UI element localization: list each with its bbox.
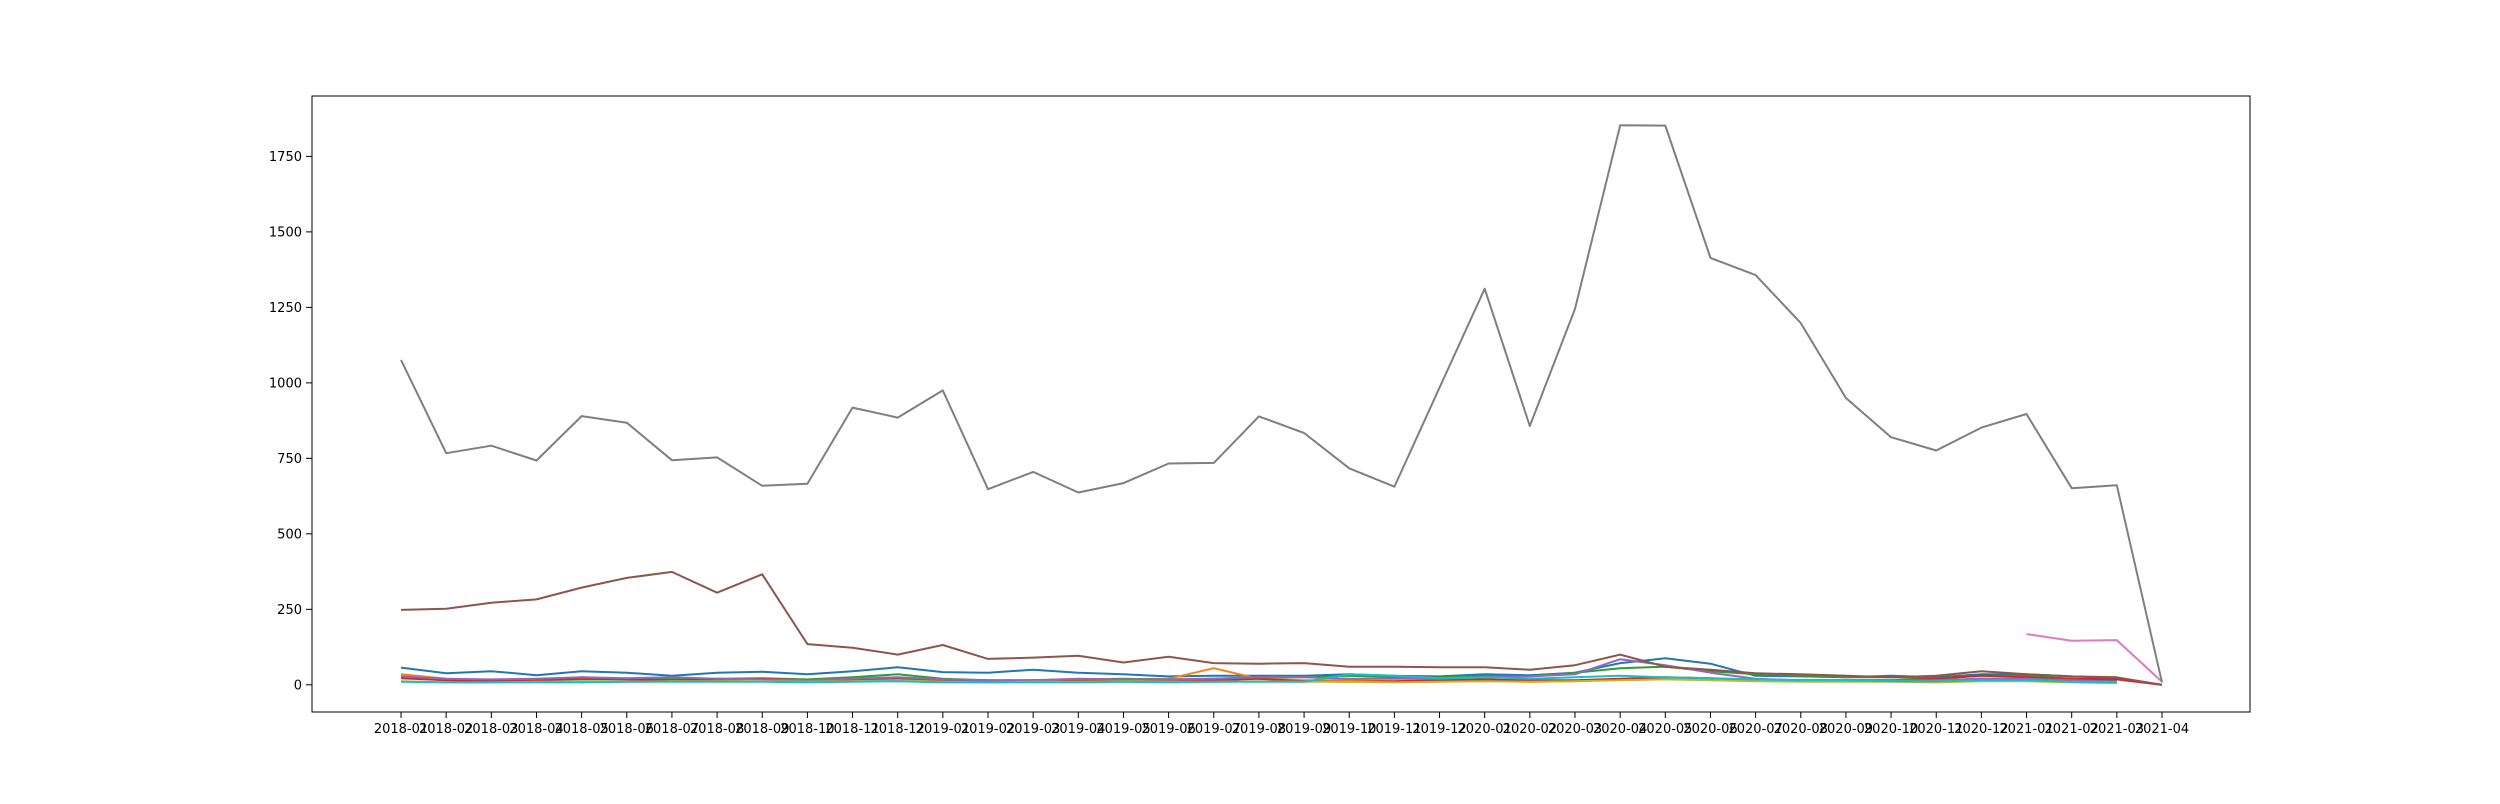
x-tick-label: 2019-07	[1187, 722, 1241, 737]
x-tick-label: 2020-10	[1864, 722, 1918, 737]
x-tick-label: 2019-06	[1141, 722, 1195, 737]
x-tick-label: 2020-05	[1638, 722, 1692, 737]
x-tick-label: 2018-10	[780, 722, 834, 737]
x-tick-label: 2020-09	[1819, 722, 1873, 737]
x-tick-label: 2020-03	[1548, 722, 1602, 737]
x-tick-label: 2019-10	[1322, 722, 1376, 737]
x-tick-label: 2018-02	[419, 722, 473, 737]
y-tick-label: 1750	[269, 150, 302, 165]
x-tick-label: 2018-11	[825, 722, 879, 737]
y-tick-label: 0	[294, 678, 302, 693]
x-tick-label: 2020-06	[1683, 722, 1737, 737]
plot-area	[312, 96, 2250, 712]
series-cyan-line	[400, 673, 2117, 684]
axis-layer: 0 250 500 750 1000 1250 1500 1750 2018-012018-02…	[269, 150, 2189, 737]
x-tick-label: 2021-02	[2045, 722, 2099, 737]
x-tick-label: 2020-04	[1593, 722, 1647, 737]
x-tick-label: 2018-04	[509, 722, 563, 737]
x-tick-label: 2021-04	[2135, 722, 2189, 737]
y-tick-label: 1500	[269, 225, 302, 240]
series-brown-line	[400, 570, 2163, 686]
x-tick-label: 2019-08	[1232, 722, 1286, 737]
x-tick-label: 2021-01	[1999, 722, 2053, 737]
x-tick-label: 2019-03	[1006, 722, 1060, 737]
x-tick-label: 2019-12	[1412, 722, 1466, 737]
series-gray-line	[400, 124, 2163, 683]
plot-frame	[311, 95, 2251, 713]
y-tick-label: 750	[277, 452, 302, 467]
x-tick-label: 2019-01	[916, 722, 970, 737]
series-pink-line	[2026, 633, 2163, 683]
x-tick-label: 2019-11	[1367, 722, 1421, 737]
x-tick-label: 2020-11	[1909, 722, 1963, 737]
x-tick-label: 2018-08	[690, 722, 744, 737]
x-tick-label: 2018-06	[600, 722, 654, 737]
y-tick-label: 1250	[269, 301, 302, 316]
x-tick-label: 2020-08	[1774, 722, 1828, 737]
x-tick-label: 2018-09	[735, 722, 789, 737]
x-tick-label: 2019-05	[1096, 722, 1150, 737]
y-tick-label: 500	[277, 527, 302, 542]
series-layer	[400, 124, 2163, 686]
x-tick-label: 2019-04	[1051, 722, 1105, 737]
x-tick-label: 2018-07	[645, 722, 699, 737]
x-tick-label: 2020-12	[1954, 722, 2008, 737]
x-tick-label: 2018-03	[464, 722, 518, 737]
x-tick-label: 2019-09	[1277, 722, 1331, 737]
x-tick-label: 2018-05	[554, 722, 608, 737]
x-tick-label: 2020-01	[1458, 722, 1512, 737]
y-tick-label: 250	[277, 603, 302, 618]
x-tick-label: 2018-12	[871, 722, 925, 737]
x-tick-label: 2021-03	[2090, 722, 2144, 737]
y-tick-label: 1000	[269, 376, 302, 391]
x-tick-label: 2018-01	[374, 722, 428, 737]
x-tick-label: 2020-07	[1728, 722, 1782, 737]
x-tick-label: 2020-02	[1503, 722, 1557, 737]
x-tick-label: 2019-02	[961, 722, 1015, 737]
